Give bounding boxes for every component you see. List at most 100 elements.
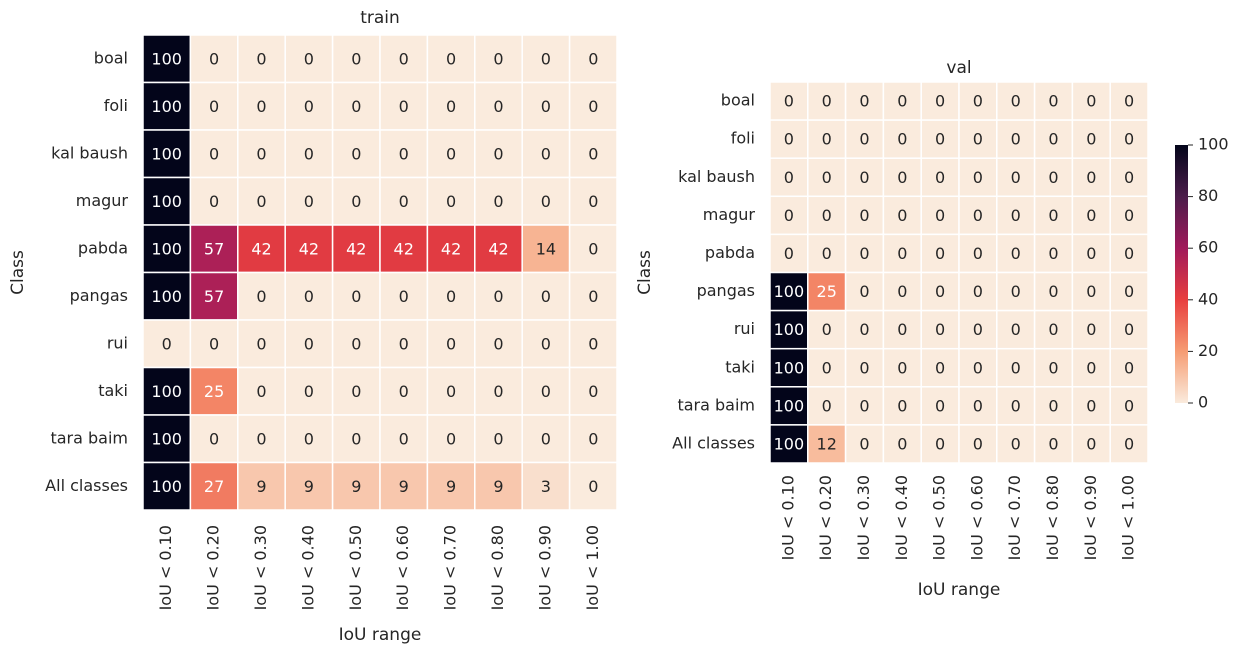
heatmap-cell bbox=[426, 129, 476, 179]
heatmap-cell bbox=[1109, 271, 1149, 312]
cell-label: 0 bbox=[588, 49, 598, 68]
x-tick-label: IoU < 0.40 bbox=[892, 475, 911, 560]
cell-label: 0 bbox=[493, 192, 503, 211]
cell-label: 0 bbox=[822, 130, 832, 149]
cell-label: 42 bbox=[394, 239, 414, 258]
heatmap-cell bbox=[284, 319, 334, 369]
cell-label: 0 bbox=[935, 206, 945, 225]
heatmap-cell bbox=[769, 309, 809, 350]
heatmap-cell bbox=[920, 271, 960, 312]
cell-label: 0 bbox=[897, 130, 907, 149]
cell-label: 0 bbox=[541, 287, 551, 306]
x-tick-label: IoU < 0.30 bbox=[854, 475, 873, 560]
cell-label: 0 bbox=[784, 130, 794, 149]
cell-label: 0 bbox=[304, 192, 314, 211]
x-tick-label: IoU < 0.70 bbox=[441, 525, 460, 610]
cell-label: 0 bbox=[256, 382, 266, 401]
cell-label: 0 bbox=[1011, 434, 1021, 453]
y-tick-label: kal baush bbox=[51, 143, 128, 162]
heatmap-cell bbox=[331, 271, 381, 321]
cell-label: 27 bbox=[204, 477, 224, 496]
cell-label: 0 bbox=[859, 168, 869, 187]
heatmap-cell bbox=[882, 424, 922, 464]
cell-label: 0 bbox=[399, 334, 409, 353]
heatmap-cell bbox=[379, 224, 429, 274]
cell-label: 100 bbox=[151, 192, 182, 211]
cell-label: 0 bbox=[1086, 396, 1096, 415]
heatmap-cell bbox=[189, 414, 239, 464]
heatmap-cell bbox=[958, 119, 998, 159]
cell-label: 0 bbox=[859, 244, 869, 263]
heatmap-cell bbox=[474, 224, 523, 274]
y-tick-label: boal bbox=[721, 91, 755, 110]
cell-label: 100 bbox=[774, 434, 805, 453]
x-tick-label: IoU < 0.10 bbox=[778, 475, 797, 560]
cell-label: 0 bbox=[1086, 282, 1096, 301]
cell-label: 9 bbox=[256, 477, 266, 496]
cell-label: 42 bbox=[346, 239, 366, 258]
cell-label: 0 bbox=[973, 282, 983, 301]
heatmap-cell bbox=[1033, 233, 1074, 274]
heatmap-cell bbox=[882, 81, 922, 121]
heatmap-cell bbox=[1109, 424, 1149, 464]
cell-label: 0 bbox=[784, 92, 794, 111]
cell-label: 0 bbox=[935, 358, 945, 377]
cell-label: 0 bbox=[351, 429, 361, 448]
cell-label: 0 bbox=[973, 396, 983, 415]
cell-label: 14 bbox=[536, 239, 556, 258]
heatmap-cell bbox=[1071, 347, 1111, 388]
y-tick-label: taki bbox=[725, 357, 755, 376]
x-tick-label: IoU < 0.60 bbox=[967, 475, 986, 560]
cell-label: 9 bbox=[446, 477, 456, 496]
cell-label: 0 bbox=[897, 320, 907, 339]
y-tick-label: rui bbox=[107, 333, 128, 352]
cell-label: 0 bbox=[935, 130, 945, 149]
cell-label: 100 bbox=[774, 320, 805, 339]
cell-label: 0 bbox=[493, 49, 503, 68]
colorbar bbox=[1175, 145, 1188, 403]
cell-label: 0 bbox=[446, 144, 456, 163]
heatmap-cell bbox=[237, 366, 286, 416]
y-axis-label: Class bbox=[8, 250, 28, 295]
cell-label: 42 bbox=[299, 239, 319, 258]
heatmap-cell bbox=[521, 129, 571, 179]
heatmap-cell bbox=[142, 319, 192, 369]
cell-label: 0 bbox=[446, 49, 456, 68]
cell-label: 0 bbox=[1011, 320, 1021, 339]
heatmap-cell bbox=[284, 461, 334, 511]
cell-label: 42 bbox=[488, 239, 508, 258]
heatmap-cell bbox=[521, 461, 571, 511]
cell-label: 0 bbox=[973, 130, 983, 149]
cell-label: 25 bbox=[817, 282, 837, 301]
cell-label: 0 bbox=[935, 244, 945, 263]
y-tick-label: pangas bbox=[70, 286, 128, 305]
cell-label: 0 bbox=[399, 382, 409, 401]
heatmap-cell bbox=[769, 386, 809, 426]
heatmap-cell bbox=[1033, 157, 1074, 198]
heatmap-cell bbox=[807, 386, 847, 426]
heatmap-cell bbox=[142, 129, 192, 179]
cell-label: 0 bbox=[784, 168, 794, 187]
heatmap-cell bbox=[958, 309, 998, 350]
x-tick-label: IoU < 0.50 bbox=[346, 525, 365, 610]
heatmap-cell bbox=[1033, 81, 1074, 121]
x-tick-label: IoU < 0.20 bbox=[204, 525, 223, 610]
y-tick-label: tara baim bbox=[677, 395, 755, 414]
cell-label: 0 bbox=[351, 97, 361, 116]
cell-label: 0 bbox=[493, 287, 503, 306]
cell-label: 0 bbox=[304, 382, 314, 401]
heatmap-cell bbox=[521, 319, 571, 369]
heatmap-cell bbox=[142, 461, 192, 511]
cell-label: 0 bbox=[351, 382, 361, 401]
cell-label: 0 bbox=[446, 382, 456, 401]
cell-label: 0 bbox=[588, 97, 598, 116]
heatmap-cell bbox=[331, 224, 381, 274]
cell-label: 0 bbox=[209, 192, 219, 211]
cell-label: 0 bbox=[897, 206, 907, 225]
heatmap-cell bbox=[996, 157, 1036, 198]
cell-label: 0 bbox=[493, 97, 503, 116]
heatmap-cell bbox=[189, 81, 239, 131]
heatmap-cell bbox=[807, 233, 847, 274]
heatmap-cell bbox=[1071, 386, 1111, 426]
